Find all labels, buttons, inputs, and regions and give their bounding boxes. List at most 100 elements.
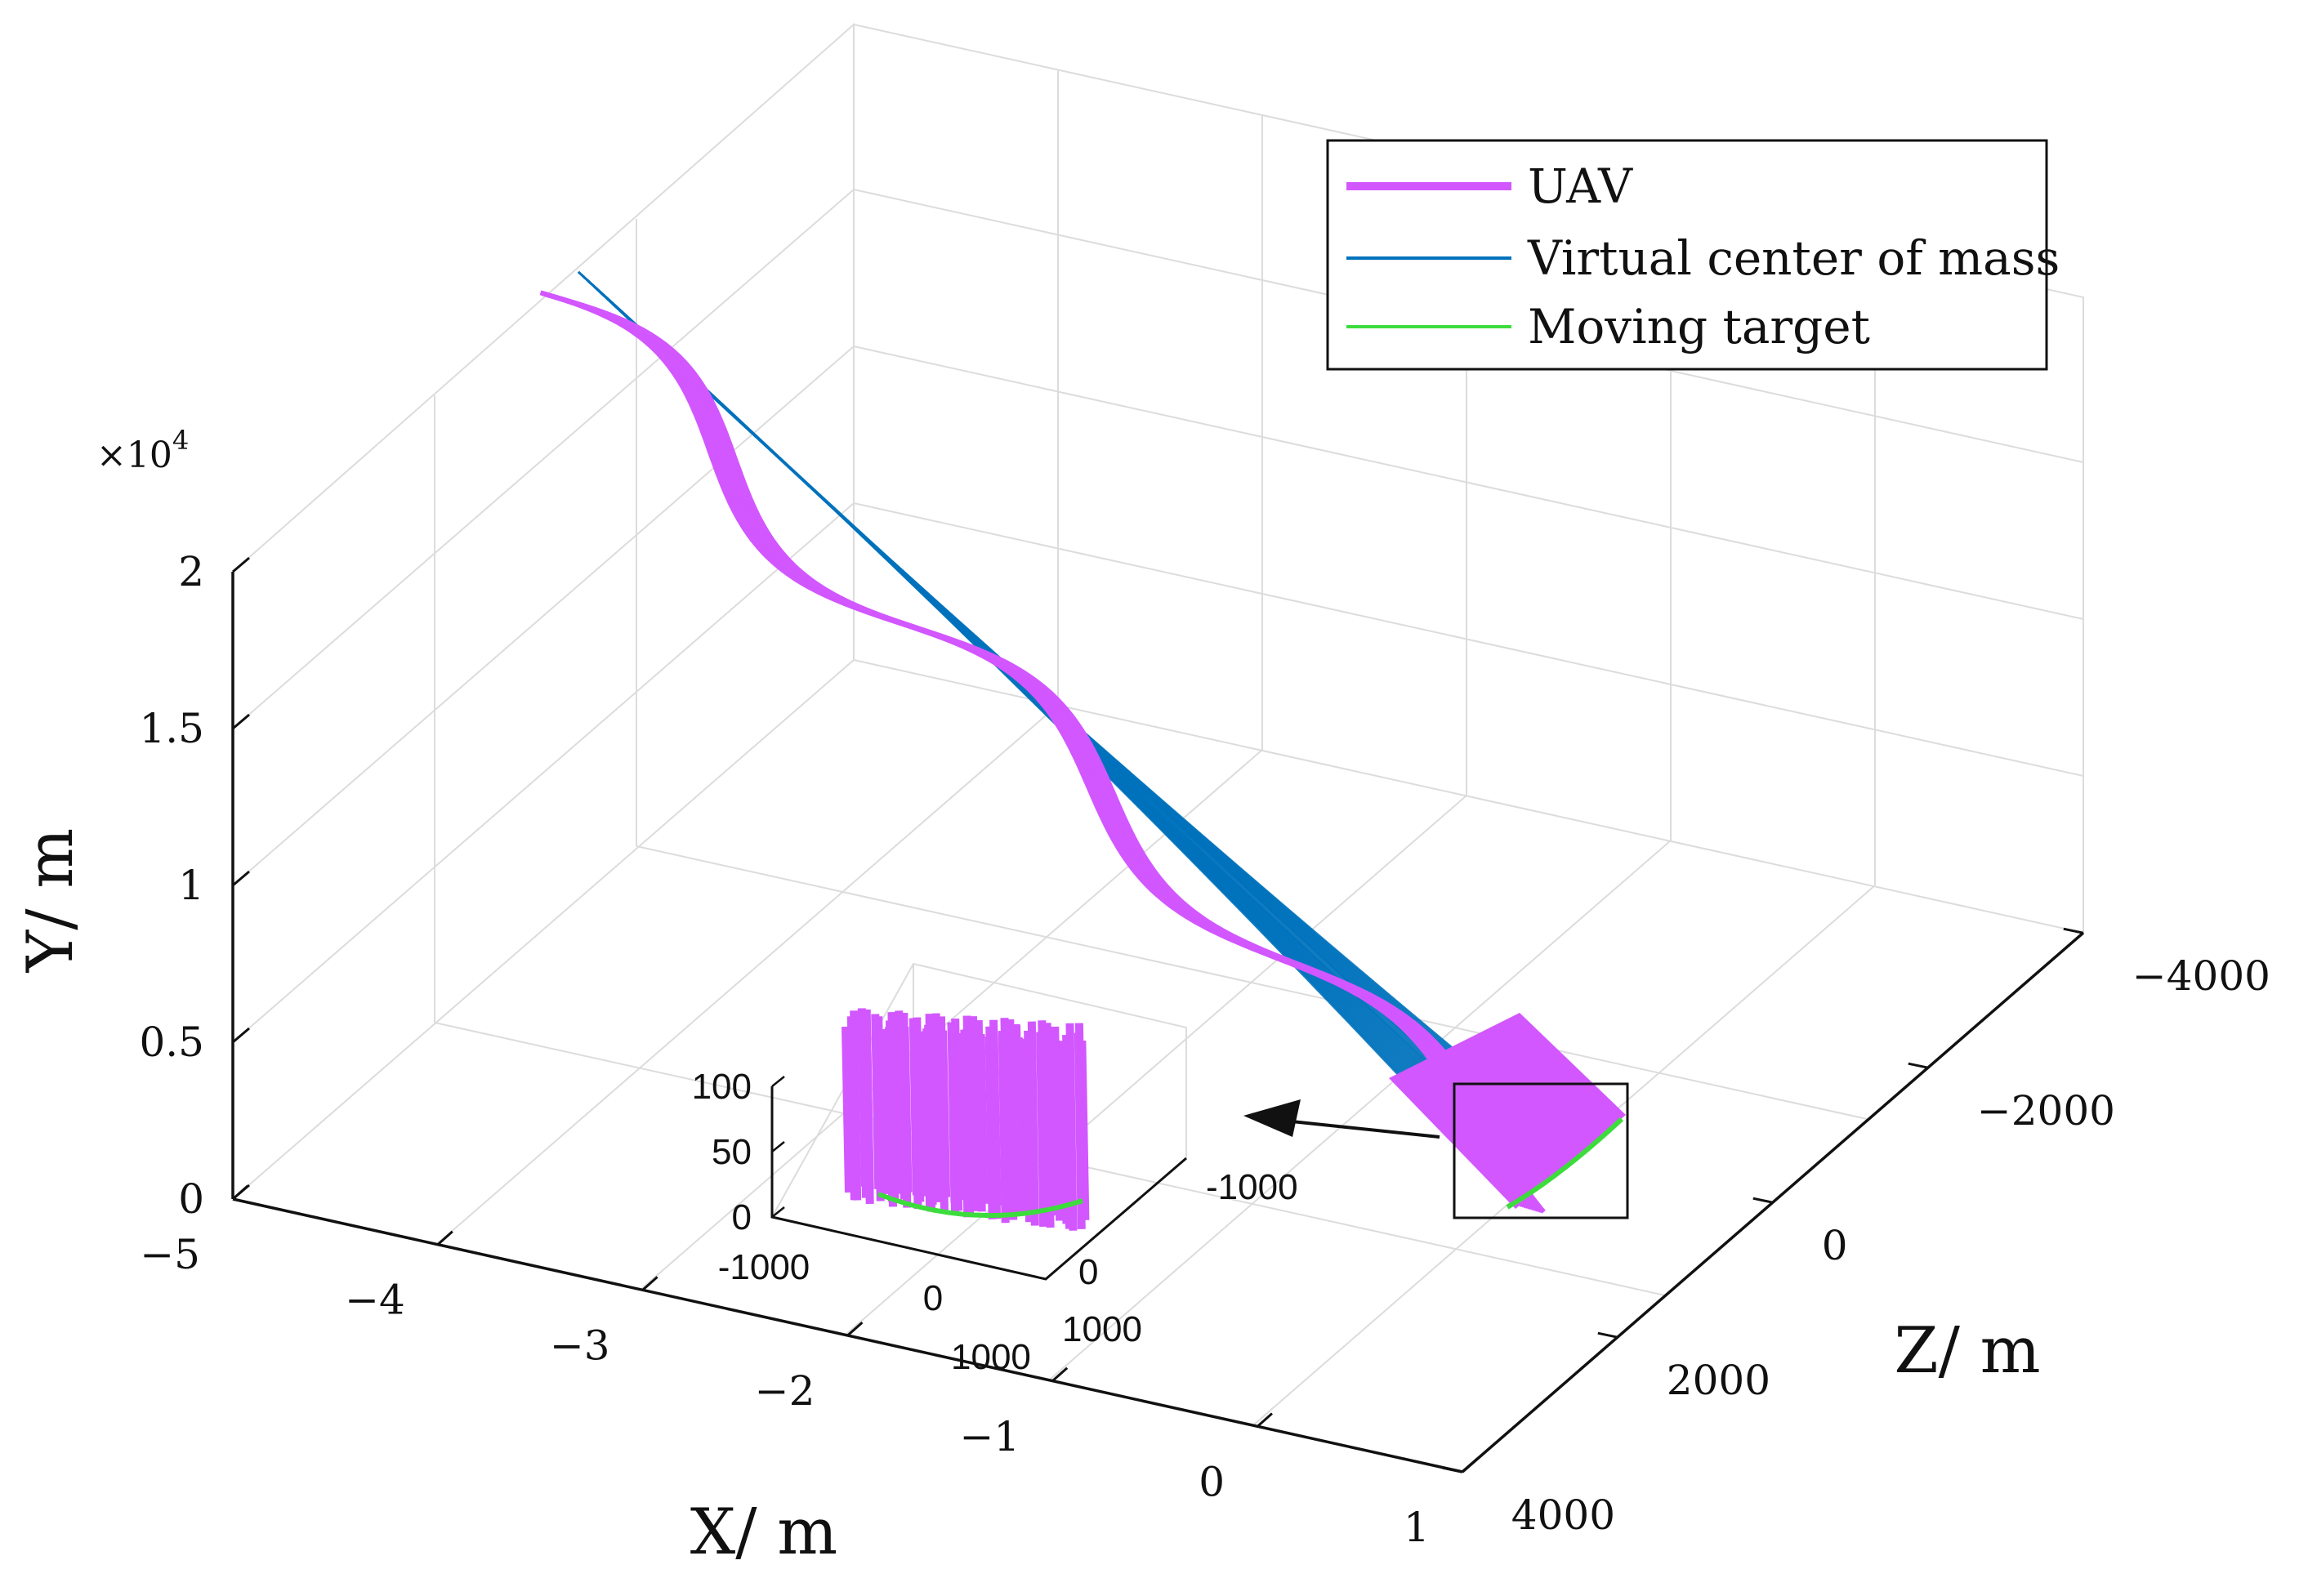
x-tick-label: −2 [755, 1367, 815, 1415]
series-moving-target-line [1506, 1117, 1624, 1210]
inset-uav-line [936, 1016, 949, 1210]
left-wall-grid-y2 [232, 346, 855, 886]
inset-uav-line [968, 1016, 980, 1211]
z-ticks: −4000 −2000 0 2000 4000 [1442, 927, 2270, 1539]
inset-uav-line [900, 1012, 912, 1208]
zoom-box [1453, 1082, 1629, 1219]
x-tick-mark [1257, 1412, 1273, 1428]
inset-back-grid [771, 962, 1187, 1218]
inset-uav-line [908, 1018, 921, 1196]
z-tick-label: −4000 [2132, 952, 2270, 1000]
series-uav-line [565, 297, 1546, 1214]
y-tick-label: 0 [178, 1175, 204, 1223]
x-tick-mark [641, 1276, 658, 1291]
inset-x-tick-label: 1000 [1062, 1309, 1142, 1349]
y-tick-mark [232, 870, 250, 887]
x-ticks: −5 −4 −3 −2 −1 0 1 [140, 1184, 1478, 1551]
x-tick-label: −5 [140, 1231, 200, 1278]
inset-z-tick-label: -1000 [1206, 1167, 1298, 1207]
inset-uav-line [1011, 1023, 1024, 1214]
inset-uav-line [1027, 1036, 1039, 1213]
series-uav-end-cone [1389, 1013, 1626, 1209]
inset-y-tick-label: 0 [732, 1197, 752, 1237]
inset-uav-line [847, 1025, 859, 1193]
x-tick-label: −4 [345, 1277, 405, 1324]
inset-uav-line [1049, 1028, 1061, 1216]
zoom-arrow-head [1243, 1099, 1301, 1137]
x-tick-mark [1461, 1458, 1478, 1473]
x-tick-mark [846, 1321, 864, 1337]
floor-grid-z3 [845, 795, 1467, 1335]
z-tick-mark [1442, 1466, 1463, 1473]
left-wall-grid-y3 [232, 189, 855, 729]
inset-uav-line [842, 1026, 853, 1193]
y-tick-mark [232, 556, 250, 573]
inset-z-tick-label: 1000 [951, 1337, 1031, 1377]
z-tick-mark [1908, 1062, 1929, 1069]
inset-uav-line [953, 1032, 965, 1201]
y-tick-label: 0.5 [139, 1019, 204, 1066]
left-wall-grid-y1 [232, 502, 855, 1043]
inset-x-tick-label: -1000 [718, 1247, 810, 1287]
floor-grid-z4 [1049, 840, 1672, 1380]
inset-x-tick-label: 0 [923, 1278, 943, 1318]
zoom-arrow-shaft [1275, 1118, 1440, 1139]
y-tick-mark [232, 713, 250, 730]
z-tick-label: 4000 [1511, 1491, 1615, 1539]
floor-back-edges [232, 658, 2084, 1200]
z-tick-label: 2000 [1667, 1357, 1770, 1404]
inset-uav-line [862, 1009, 874, 1205]
y-exponent: ×104 [96, 425, 189, 476]
floor-grid-z1 [436, 704, 1059, 1245]
back-wall-grid-y2 [853, 346, 2084, 620]
z-tick-mark [2063, 927, 2084, 934]
y-tick-label: 1.5 [139, 705, 204, 752]
z-tick-mark [1752, 1197, 1774, 1204]
x-tick-mark [1051, 1366, 1069, 1382]
back-wall-edges [853, 24, 2084, 933]
series-virtual-center-line [578, 271, 1533, 1116]
legend: UAV Virtual center of mass Moving target [1326, 139, 2060, 371]
inset-uav-line [998, 1030, 1010, 1224]
x-tick-label: −1 [959, 1413, 1020, 1460]
back-wall-grid-y1 [853, 502, 2084, 777]
x-tick-mark [232, 1184, 248, 1201]
inset-uav-line [989, 1035, 1002, 1206]
inset-y-tick-mark [771, 1206, 785, 1218]
legend-label-moving-target: Moving target [1528, 299, 1870, 354]
x-tick-label: −3 [550, 1322, 610, 1369]
inset-uav-line [922, 1028, 935, 1210]
legend-label-uav: UAV [1528, 158, 1633, 214]
inset-uav-line [878, 1028, 891, 1194]
inset-uav-line [985, 1026, 998, 1212]
inset-uav-line [974, 1019, 986, 1212]
inset-y-tick-label: 100 [692, 1067, 752, 1107]
z-tick-mark [1597, 1331, 1618, 1339]
inset-uav-line [947, 1022, 959, 1203]
y-axis-label: Y/ m [14, 828, 87, 974]
inset-uav-line [1042, 1023, 1055, 1228]
axes [231, 572, 2085, 1473]
legend-box [1326, 139, 2048, 371]
z-tick-label: −2000 [1977, 1087, 2115, 1135]
inset-uav-line [960, 1029, 972, 1218]
inset-z-tick-label: 0 [1078, 1252, 1098, 1292]
x-tick-label: 1 [1404, 1504, 1430, 1551]
y-tick-label: 2 [178, 548, 204, 595]
inset-uav-line [1036, 1032, 1048, 1227]
inset-uav-line [885, 1027, 897, 1202]
inset-uav-line [915, 1031, 927, 1197]
series-layer [539, 270, 1626, 1214]
z-axis-label: Z/ m [1894, 1314, 2040, 1388]
y-tick-mark [232, 1027, 250, 1044]
inset-series [842, 1008, 1090, 1231]
x-tick-label: 0 [1199, 1459, 1225, 1506]
inset-y-tick-mark [771, 1141, 785, 1152]
inset-moving-target-line [877, 1192, 1083, 1219]
x-axis-label: X/ m [690, 1496, 838, 1569]
z-tick-label: 0 [1822, 1222, 1848, 1269]
left-wall-edges [232, 22, 855, 660]
